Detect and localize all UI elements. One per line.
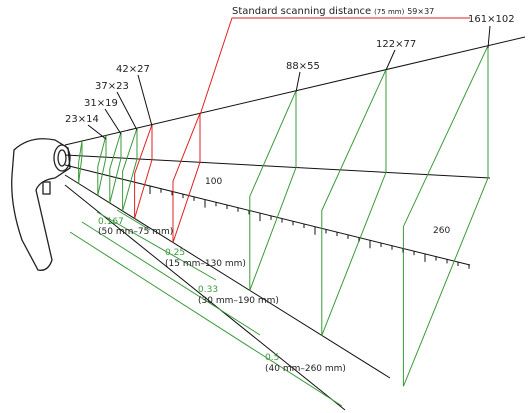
size-label: 88×55 <box>286 61 320 72</box>
header-label: Standard scanning distance <box>232 6 371 17</box>
resolution: 0.167 <box>98 217 124 227</box>
leader-line <box>199 17 470 116</box>
resolution: 0.5 <box>265 353 279 363</box>
size-label: 122×77 <box>376 39 416 50</box>
size-label: 161×102 <box>468 14 515 25</box>
range: (30 mm–190 mm) <box>198 296 279 306</box>
resolution: 0.33 <box>198 285 218 295</box>
beam-lines <box>64 36 526 411</box>
ruler-ticks <box>149 185 470 269</box>
frame <box>109 131 122 204</box>
frame <box>78 140 83 184</box>
ruler-label: 260 <box>433 226 450 236</box>
frame <box>97 135 107 196</box>
range: (40 mm–260 mm) <box>265 364 346 374</box>
range: (50 mm–75 mm) <box>98 227 173 237</box>
ruler-label: 100 <box>205 177 222 187</box>
size-label: 42×27 <box>116 64 150 75</box>
frame <box>134 124 153 219</box>
scanner <box>11 138 71 271</box>
size-leaders <box>87 25 491 140</box>
frame <box>122 127 138 212</box>
size-label: 23×14 <box>65 114 99 125</box>
header-size: 59×37 <box>407 7 434 16</box>
frames <box>78 45 489 387</box>
size-label: 31×19 <box>84 98 118 109</box>
range-arrows <box>69 209 343 407</box>
frame <box>249 90 297 291</box>
resolution: 0.25 <box>165 248 185 258</box>
size-label: 37×23 <box>95 81 129 92</box>
frame <box>402 45 489 387</box>
header-distance: (75 mm) <box>374 8 405 16</box>
frame <box>321 69 387 336</box>
range: (15 mm–130 mm) <box>165 259 246 269</box>
frame <box>172 113 201 243</box>
header: Standard scanning distance (75 mm) 59×37 <box>232 6 434 17</box>
